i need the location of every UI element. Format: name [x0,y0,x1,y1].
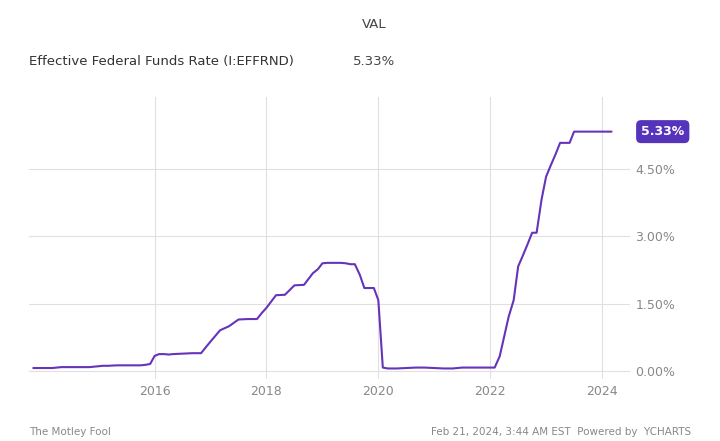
Text: VAL: VAL [362,18,387,31]
Text: 5.33%: 5.33% [354,56,395,68]
Text: Effective Federal Funds Rate (I:EFFRND): Effective Federal Funds Rate (I:EFFRND) [29,56,294,68]
Text: 5.33%: 5.33% [641,125,685,138]
Text: Feb 21, 2024, 3:44 AM EST  Powered by  YCHARTS: Feb 21, 2024, 3:44 AM EST Powered by YCH… [431,426,691,437]
Text: The Motley Fool: The Motley Fool [29,426,111,437]
